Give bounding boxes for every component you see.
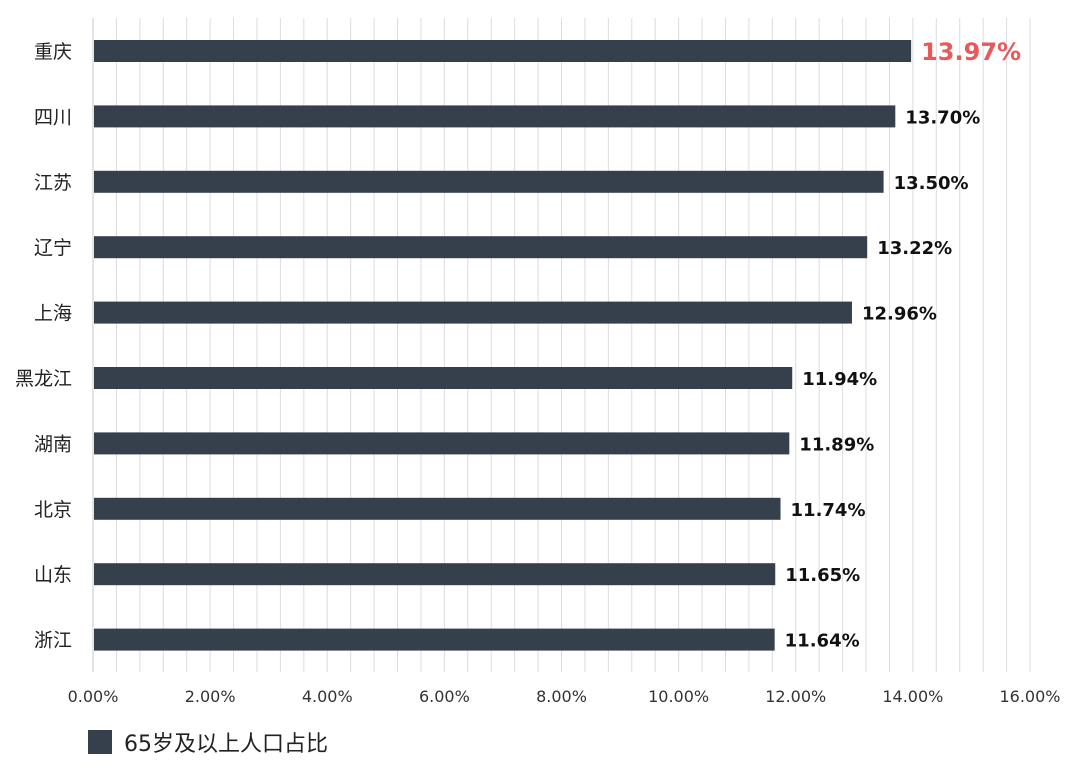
data-label: 11.89% [799, 434, 874, 455]
bar [94, 301, 852, 324]
data-label: 11.64% [785, 631, 860, 652]
bar [94, 367, 793, 389]
data-label: 13.50% [894, 173, 969, 194]
bar [94, 236, 868, 259]
legend: 65岁及以上人口占比 [88, 726, 328, 758]
category-label: 黑龙江 [15, 368, 72, 390]
x-tick-label: 10.00% [648, 687, 709, 706]
category-label: 江苏 [34, 172, 72, 194]
bar [94, 628, 775, 651]
legend-swatch [88, 730, 112, 754]
data-label: 13.22% [877, 238, 952, 259]
category-label: 上海 [34, 303, 72, 325]
category-label: 辽宁 [34, 237, 72, 259]
x-tick-label: 4.00% [302, 687, 353, 706]
bar [94, 40, 912, 62]
x-tick-label: 8.00% [536, 687, 587, 706]
category-label: 湖南 [34, 433, 72, 455]
category-label: 四川 [34, 106, 72, 128]
x-tick-label: 12.00% [765, 687, 826, 706]
category-label: 浙江 [34, 630, 72, 652]
category-label: 山东 [34, 564, 72, 586]
data-label: 12.96% [862, 304, 937, 325]
bar [94, 105, 896, 128]
bar [94, 497, 781, 520]
data-label: 13.70% [905, 107, 980, 128]
x-tick-label: 2.00% [185, 687, 236, 706]
category-label: 重庆 [34, 41, 72, 63]
data-label: 11.74% [791, 500, 866, 521]
x-tick-label: 16.00% [999, 687, 1060, 706]
data-label: 11.65% [785, 565, 860, 586]
legend-label: 65岁及以上人口占比 [124, 732, 328, 757]
data-label: 11.94% [802, 369, 877, 390]
x-tick-label: 0.00% [68, 687, 119, 706]
data-label: 13.97% [921, 38, 1021, 66]
bar [94, 563, 776, 586]
category-label: 北京 [34, 499, 72, 521]
bar [94, 170, 884, 193]
x-tick-label: 14.00% [882, 687, 943, 706]
bar [94, 432, 790, 455]
x-tick-label: 6.00% [419, 687, 470, 706]
